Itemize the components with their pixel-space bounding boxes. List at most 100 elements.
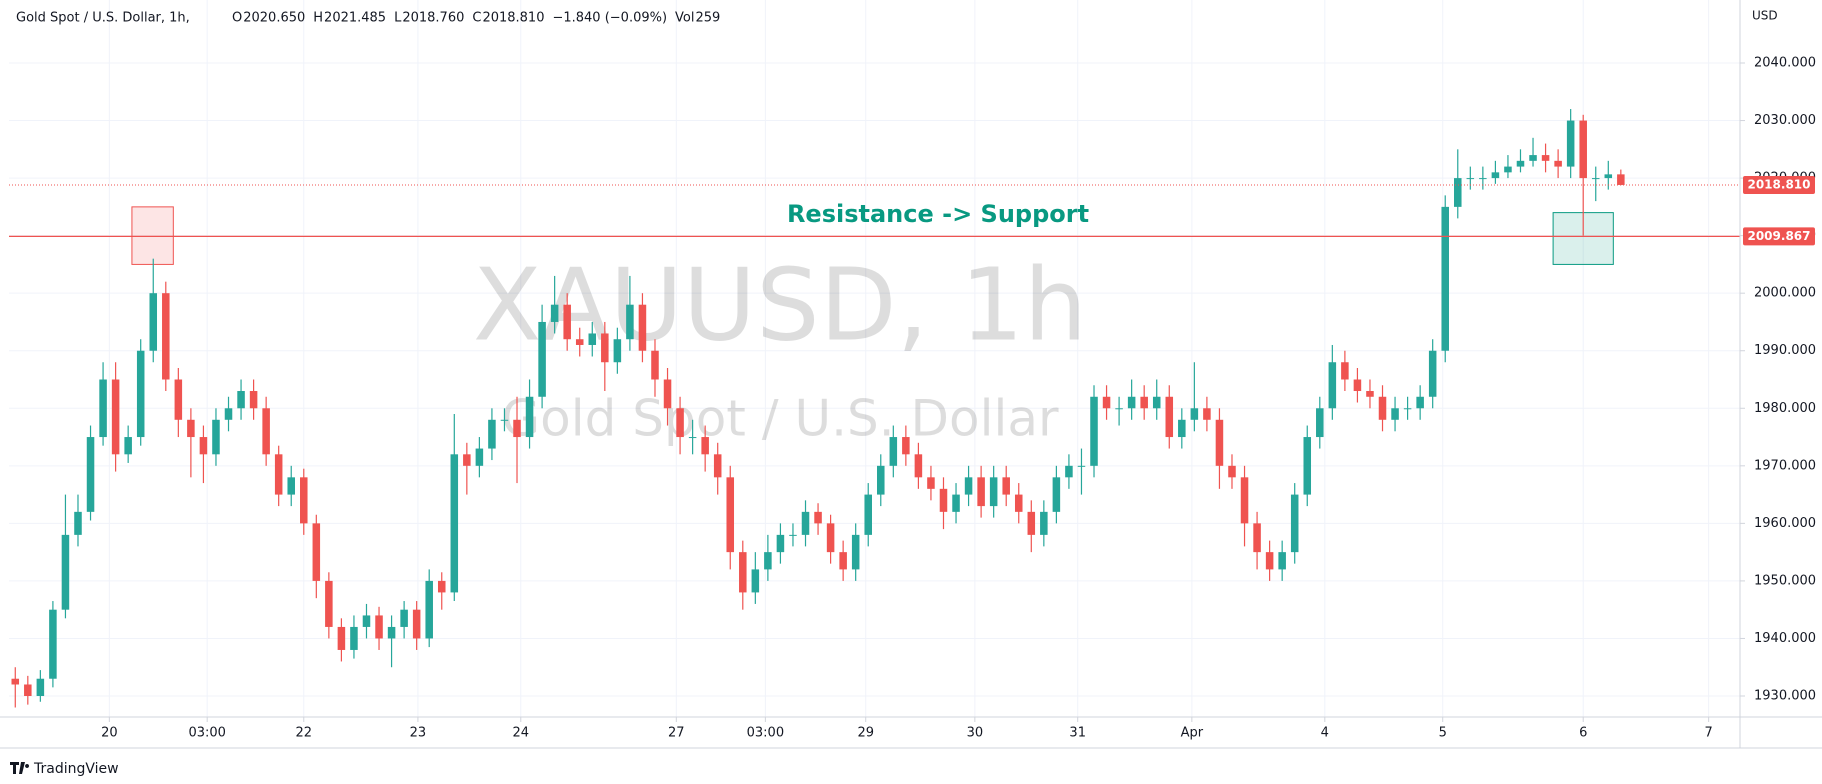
candle-body xyxy=(187,419,195,438)
candle-body xyxy=(249,391,258,409)
ohlc-key: C xyxy=(472,11,481,26)
candle-body xyxy=(626,304,634,340)
candle-body xyxy=(764,552,772,570)
candle-body xyxy=(199,437,208,455)
brand-name: TradingView xyxy=(33,761,119,777)
candle-body xyxy=(287,477,295,495)
volume-value: 259 xyxy=(696,11,721,26)
grid xyxy=(9,0,1740,717)
candle-body xyxy=(1591,178,1600,180)
candle-body xyxy=(350,626,358,650)
zone-box xyxy=(1552,212,1614,265)
candle-body xyxy=(839,552,847,570)
candle-body xyxy=(1190,408,1199,420)
candle-body xyxy=(1403,408,1412,410)
candle-body xyxy=(1027,511,1036,535)
candle-body xyxy=(224,408,233,420)
x-tick-label: 20 xyxy=(101,726,118,741)
candle-body xyxy=(1303,437,1312,495)
x-tick-label: 30 xyxy=(967,726,984,741)
candle-body xyxy=(1341,362,1349,380)
annotation: Resistance -> Support xyxy=(787,200,1089,228)
candle-body xyxy=(400,609,408,627)
candle-body xyxy=(1127,396,1136,409)
candle-body xyxy=(212,419,220,455)
ohlc-key: O xyxy=(232,11,242,26)
candle-body xyxy=(651,350,659,380)
y-tick-label: 2040.000 xyxy=(1754,56,1816,71)
y-unit: USD xyxy=(1752,9,1778,23)
candle-body xyxy=(550,304,559,322)
candle-body xyxy=(914,454,923,478)
y-tick-label: 1970.000 xyxy=(1754,458,1816,473)
candle-body xyxy=(1002,477,1010,495)
x-tick-label: 5 xyxy=(1439,726,1447,741)
candle-body xyxy=(663,379,672,409)
ohlc-value: 2020.650 xyxy=(243,11,305,26)
candle-body xyxy=(1604,174,1613,179)
candle-body xyxy=(1454,178,1462,207)
candle-body xyxy=(74,511,82,535)
candle-body xyxy=(312,523,321,581)
candle-body xyxy=(1541,155,1550,161)
candle-body xyxy=(1052,477,1061,512)
candle-body xyxy=(300,477,308,524)
candle-body xyxy=(688,437,697,439)
x-tick-label: 03:00 xyxy=(188,726,225,741)
candle-body xyxy=(927,477,935,489)
candle-body xyxy=(1240,477,1249,524)
price-label-bg xyxy=(1743,175,1815,194)
candle-body xyxy=(174,379,183,420)
candle-body xyxy=(124,437,132,455)
candle-body xyxy=(162,293,170,380)
candle-body xyxy=(1529,155,1537,161)
candle-body xyxy=(1617,174,1625,185)
candle-body xyxy=(1065,465,1073,478)
candle-body xyxy=(1516,160,1525,167)
candle-body xyxy=(149,293,158,351)
candle-body xyxy=(902,437,910,455)
candle-body xyxy=(1416,396,1424,409)
candle-body xyxy=(375,615,383,639)
candle-body xyxy=(1378,396,1387,420)
x-tick-label: 6 xyxy=(1579,726,1587,741)
candle-body xyxy=(1579,120,1587,179)
candle-body xyxy=(111,379,120,455)
y-tick-label: 2000.000 xyxy=(1754,286,1816,301)
candle-body xyxy=(1165,396,1174,438)
candle-body xyxy=(425,580,433,639)
candle-body xyxy=(638,304,647,351)
x-tick-label: Apr xyxy=(1181,726,1204,741)
candle-body xyxy=(1090,396,1098,466)
candle-body xyxy=(1014,494,1023,512)
price-label-bg xyxy=(1743,227,1815,246)
x-tick-label: 31 xyxy=(1069,726,1086,741)
candle-body xyxy=(262,408,270,455)
candle-body xyxy=(977,477,985,507)
candle-body xyxy=(801,511,810,535)
candle-body xyxy=(1290,494,1299,553)
candle-body xyxy=(1040,511,1048,535)
y-tick-label: 1960.000 xyxy=(1754,516,1816,531)
candle-body xyxy=(1253,523,1261,553)
candle-body xyxy=(739,552,747,593)
candle-body xyxy=(86,437,95,512)
candle-body xyxy=(1316,408,1324,438)
candle-body xyxy=(1115,408,1123,410)
candle-body xyxy=(387,626,396,639)
candle-body xyxy=(49,609,57,679)
candle-body xyxy=(851,534,860,570)
symbol: Gold Spot / U.S. Dollar, 1h, xyxy=(16,11,190,26)
ohlc-key: H xyxy=(313,11,323,26)
candle-body xyxy=(500,419,509,421)
candle-body xyxy=(952,494,960,512)
candle-body xyxy=(889,437,898,466)
change: −1.840 (−0.09%) xyxy=(552,11,667,26)
candle-body xyxy=(726,477,735,553)
header: Gold Spot / U.S. Dollar, 1h, O 2020.650 H 2… xyxy=(16,11,720,26)
candle-body xyxy=(1140,396,1148,409)
candle-body xyxy=(11,678,20,685)
ohlc-value: 2018.810 xyxy=(482,11,544,26)
candle-body xyxy=(463,454,471,466)
